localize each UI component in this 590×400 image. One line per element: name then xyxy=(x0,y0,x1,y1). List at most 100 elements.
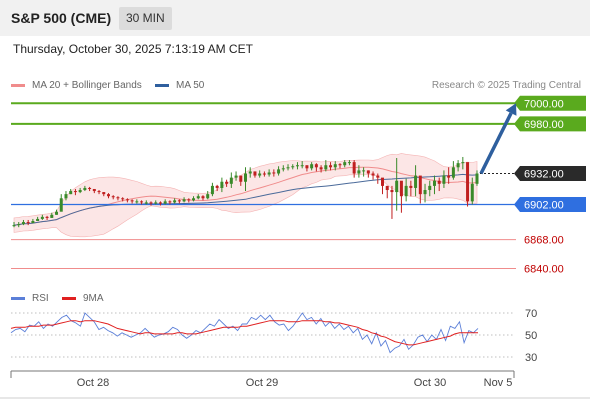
candle-body xyxy=(456,163,460,168)
candle-body xyxy=(111,196,115,198)
candle-body xyxy=(395,180,399,193)
candle-body xyxy=(466,162,470,202)
candle-body xyxy=(399,180,403,197)
candle-body xyxy=(83,187,87,191)
bollinger-bands xyxy=(13,153,478,238)
candle-body xyxy=(154,202,158,204)
candle-body xyxy=(149,202,153,204)
level-tag-6902.00 xyxy=(514,196,586,212)
level-label-7000.00: 7000.00 xyxy=(524,98,564,110)
candle-body xyxy=(88,187,92,189)
x-tick-label-Oct-29: Oct 29 xyxy=(246,377,278,389)
candle-body xyxy=(357,170,361,174)
candle-body xyxy=(390,190,394,193)
legend-rsi-label: RSI xyxy=(32,293,49,304)
legend-rsi-ma-label: 9MA xyxy=(83,293,104,304)
rsi-ma-swatch xyxy=(62,297,76,300)
candle-body xyxy=(130,200,134,202)
candle-body xyxy=(102,192,106,195)
candle-body xyxy=(173,200,177,203)
interval-button[interactable]: 30 MIN xyxy=(119,7,172,30)
candle-body xyxy=(182,199,186,202)
candle-body xyxy=(409,185,413,188)
candle-body xyxy=(220,181,224,188)
candle-body xyxy=(267,172,271,175)
candle-body xyxy=(229,177,233,184)
legend-ma20-label: MA 20 + Bollinger Bands xyxy=(32,80,142,91)
legend-ma20: MA 20 + Bollinger Bands xyxy=(11,80,142,91)
candle-body xyxy=(428,185,432,191)
candle-body xyxy=(475,173,479,184)
legend-rsi: RSI xyxy=(11,293,49,304)
candle-body xyxy=(418,175,422,195)
candle-body xyxy=(338,164,342,166)
candle-body xyxy=(92,188,96,192)
symbol-title: S&P 500 (CME) xyxy=(11,10,112,26)
candle-body xyxy=(201,196,205,199)
candle-body xyxy=(437,180,441,184)
candle-body xyxy=(121,198,125,200)
level-tag-6980.00 xyxy=(514,116,586,132)
ma20-swatch xyxy=(11,84,25,87)
rsi-swatch xyxy=(11,297,25,300)
candle-body xyxy=(447,175,451,178)
candle-body xyxy=(64,194,68,199)
timestamp: Thursday, October 30, 2025 7:13:19 AM CE… xyxy=(13,42,253,56)
rsi-panel: 70 50 30 xyxy=(10,308,537,364)
candle-body xyxy=(451,167,455,178)
candle-body xyxy=(215,185,219,188)
candle-body xyxy=(45,216,49,218)
level-label-6840.00: 6840.00 xyxy=(524,264,564,276)
candle-body xyxy=(78,190,82,193)
candle-body xyxy=(414,175,418,188)
forecast-arrow xyxy=(479,103,517,175)
candle-body xyxy=(59,198,63,212)
candle-body xyxy=(347,162,351,164)
rsi-tick-50: 50 xyxy=(525,330,537,342)
candle-body xyxy=(116,197,120,199)
candle-body xyxy=(362,170,366,172)
candle-body xyxy=(69,191,73,195)
candle-body xyxy=(234,175,238,178)
price-levels: 7000.00 6980.00 6932.00 6902.00 6868.00 6840.… xyxy=(11,95,586,276)
candle-body xyxy=(376,175,380,178)
rsi-tick-70: 70 xyxy=(525,308,537,320)
legend-ma50-label: MA 50 xyxy=(176,80,205,91)
candle-body xyxy=(12,225,16,227)
candle-body xyxy=(26,222,30,224)
candle-body xyxy=(366,170,370,174)
candle-body xyxy=(371,173,375,176)
candle-body xyxy=(40,216,44,219)
candle-body xyxy=(291,166,295,168)
rsi-line xyxy=(10,312,479,354)
level-tag-6932.00 xyxy=(514,165,586,181)
candle-body xyxy=(192,198,196,201)
header-bar: S&P 500 (CME) 30 MIN xyxy=(0,0,590,36)
candle-body xyxy=(135,201,139,203)
candle-body xyxy=(432,180,436,186)
x-tick-label-Nov-5: Nov 5 xyxy=(484,377,513,389)
candle-body xyxy=(286,167,290,169)
level-label-6868.00: 6868.00 xyxy=(524,235,564,247)
candle-body xyxy=(324,165,328,170)
x-tick-label-Oct-28: Oct 28 xyxy=(77,377,109,389)
candle-body xyxy=(423,190,427,195)
candle-body xyxy=(31,221,35,224)
candle-body xyxy=(206,194,210,199)
candle-body xyxy=(73,191,77,193)
ma50-line xyxy=(13,173,478,226)
level-tag-7000.00 xyxy=(514,95,586,111)
candle-body xyxy=(36,218,40,221)
candle-body xyxy=(244,173,247,182)
bollinger-band-area xyxy=(13,153,478,238)
candle-body xyxy=(281,168,285,170)
candle-body xyxy=(21,222,25,225)
forecast-arrow-head xyxy=(505,103,517,116)
x-tick-label-Oct-30: Oct 30 xyxy=(414,377,446,389)
candle-body xyxy=(17,224,21,226)
candle-body xyxy=(329,165,333,168)
candle-body xyxy=(50,214,54,218)
candle-body xyxy=(381,177,385,186)
level-label-6902.00: 6902.00 xyxy=(524,199,564,211)
